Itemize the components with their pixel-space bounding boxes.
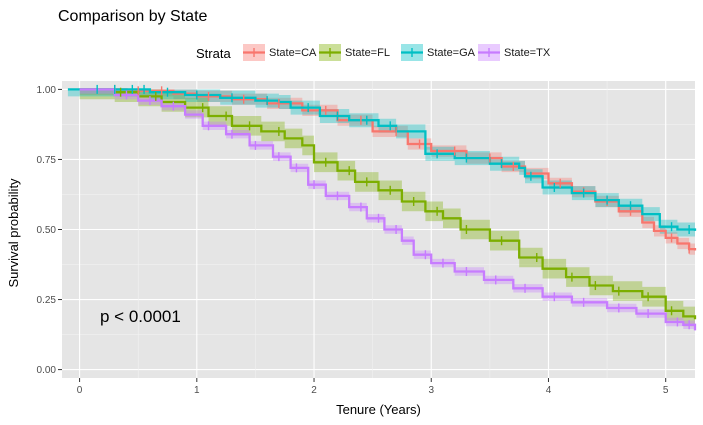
x-tick-label: 0 [77,385,83,396]
confidence-band [79,89,696,335]
x-tick-label: 2 [311,385,317,396]
p-value-annotation: p < 0.0001 [100,307,181,326]
y-axis-label: Survival probability [6,178,21,288]
legend-label: State=FL [345,47,390,59]
y-tick-label: 0.00 [37,365,57,376]
censor-marks [96,84,690,330]
axis-ticks: 0.00 0.25 0.50 0.75 1.00 0 1 2 3 4 5 [37,85,669,396]
series-line [79,88,697,320]
x-tick-label: 4 [546,385,552,396]
y-tick-label: 0.50 [37,225,57,236]
y-tick-label: 0.25 [37,295,57,306]
y-tick-label: 1.00 [37,85,57,96]
series-line [79,88,697,331]
x-tick-label: 3 [428,385,434,396]
legend-label: State=GA [427,47,476,59]
legend-title: Strata [196,46,231,61]
x-tick-label: 5 [663,385,669,396]
chart-title: Comparison by State [58,8,208,25]
y-tick-label: 0.75 [37,155,57,166]
x-tick-label: 1 [194,385,200,396]
confidence-band [67,89,695,238]
confidence-bands [67,89,696,335]
legend-label: State=CA [269,47,317,59]
x-axis-label: Tenure (Years) [336,402,421,417]
legend: Strata State=CA State=FL State=GA State=TX [196,44,551,61]
legend-label: State=TX [504,47,551,59]
grid [62,81,695,378]
